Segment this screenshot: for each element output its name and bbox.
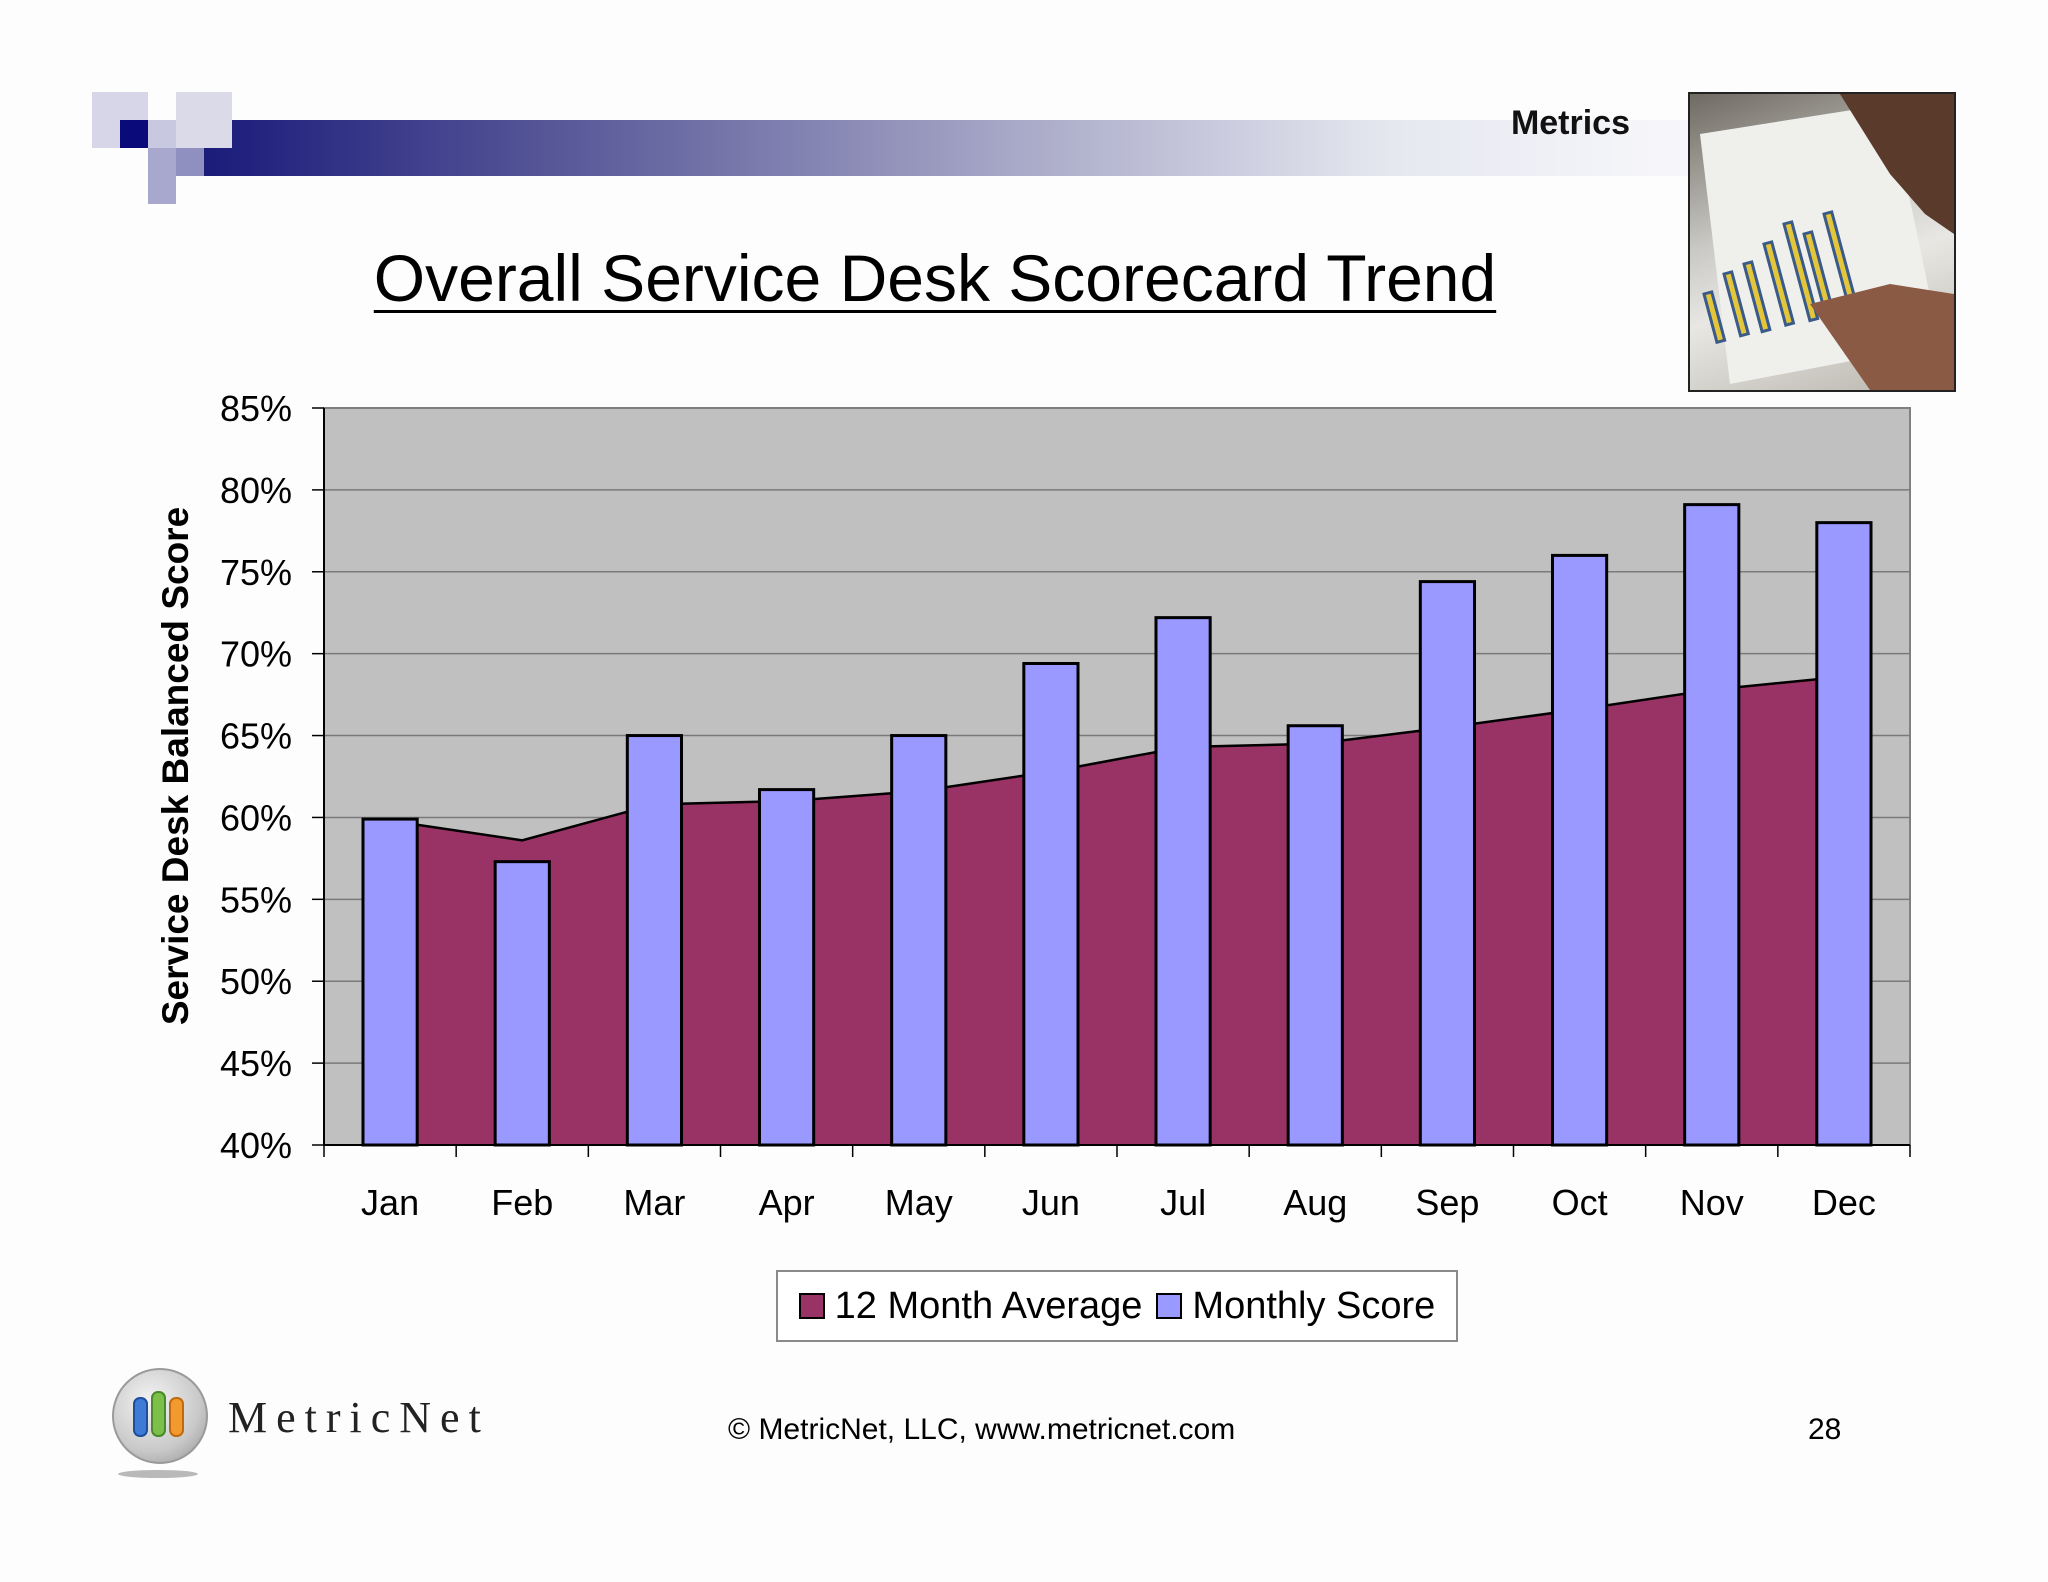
bar-monthly-score: [757, 788, 816, 1147]
average-area-fill: [390, 676, 1844, 1145]
y-tick-label: 40%: [220, 1125, 292, 1166]
header-gradient-band: [200, 120, 1690, 176]
bar-monthly-score: [625, 734, 684, 1147]
x-tick-label: May: [885, 1182, 953, 1223]
decorative-square: [176, 92, 232, 148]
x-tick-labels: Jan Feb Mar Apr May Jun Jul Aug Sep Oct Nov Dec: [361, 1182, 1876, 1223]
brand-name: MetricNet: [228, 1393, 490, 1442]
y-tick-label: 45%: [220, 1043, 292, 1084]
y-tick-label: 65%: [220, 716, 292, 757]
bar-monthly-score: [1022, 661, 1080, 1147]
chart-photo-image: [1688, 92, 1956, 392]
section-label: Metrics: [1510, 104, 1630, 142]
legend-swatch-average: [798, 1293, 825, 1319]
x-tick-label: Feb: [491, 1182, 553, 1223]
logo-shadow: [118, 1470, 198, 1478]
bar-monthly-score: [890, 734, 948, 1147]
x-tick-label: Mar: [623, 1182, 685, 1223]
x-tick-label: Sep: [1415, 1182, 1479, 1223]
y-tick-label: 80%: [220, 470, 292, 511]
legend-item-monthly: Monthly Score: [1156, 1285, 1435, 1328]
y-tick-labels: 40% 45% 50% 55% 60% 65% 70% 75% 80% 85%: [220, 388, 324, 1166]
legend-item-average: 12 Month Average: [798, 1284, 1143, 1328]
x-tick-label: Dec: [1812, 1182, 1876, 1223]
decorative-square: [148, 148, 176, 204]
x-tick-label: Jun: [1022, 1182, 1080, 1223]
decorative-square: [120, 120, 148, 148]
y-tick-label: 75%: [220, 552, 292, 593]
legend-label-monthly: Monthly Score: [1192, 1284, 1436, 1327]
y-tick-label: 55%: [220, 879, 292, 920]
bar-monthly-score: [1154, 616, 1212, 1147]
metricnet-logo-icon: [112, 1368, 208, 1464]
page-number: 28: [1808, 1413, 1842, 1446]
decorative-square: [176, 148, 204, 176]
bar-monthly-score: [361, 817, 419, 1147]
slide-title: Overall Service Desk Scorecard Trend: [373, 241, 1497, 315]
copyright-text: © MetricNet, LLC, www.metricnet.com: [728, 1413, 1236, 1446]
y-tick-label: 85%: [220, 388, 292, 429]
bar-monthly-score: [1550, 553, 1609, 1147]
x-tick-label: Jan: [361, 1182, 419, 1223]
x-tick-label: Apr: [759, 1182, 815, 1223]
bar-monthly-score: [493, 860, 551, 1147]
bar-monthly-score: [1683, 503, 1741, 1147]
axes: [323, 408, 1911, 1157]
legend-swatch-monthly: [1156, 1293, 1183, 1319]
chart-photo-illustration: [1700, 94, 1954, 390]
y-tick-label: 50%: [220, 961, 292, 1002]
y-tick-label: 70%: [220, 634, 292, 675]
x-tick-label: Jul: [1160, 1182, 1206, 1223]
monthly-bars: [361, 503, 1873, 1147]
y-axis-title: Service Desk Balanced Score: [155, 507, 196, 1025]
x-tick-label: Oct: [1552, 1182, 1608, 1223]
bar-chart-icon: [133, 1391, 184, 1437]
bar-monthly-score: [1418, 580, 1477, 1147]
y-tick-label: 60%: [220, 797, 292, 838]
legend-label-average: 12 Month Average: [834, 1284, 1143, 1327]
x-tick-label: Nov: [1680, 1182, 1744, 1223]
x-tick-label: Aug: [1283, 1182, 1347, 1223]
legend: 12 Month Average Monthly Score: [776, 1270, 1458, 1342]
bar-monthly-score: [1286, 724, 1344, 1147]
bar-monthly-score: [1815, 521, 1873, 1147]
